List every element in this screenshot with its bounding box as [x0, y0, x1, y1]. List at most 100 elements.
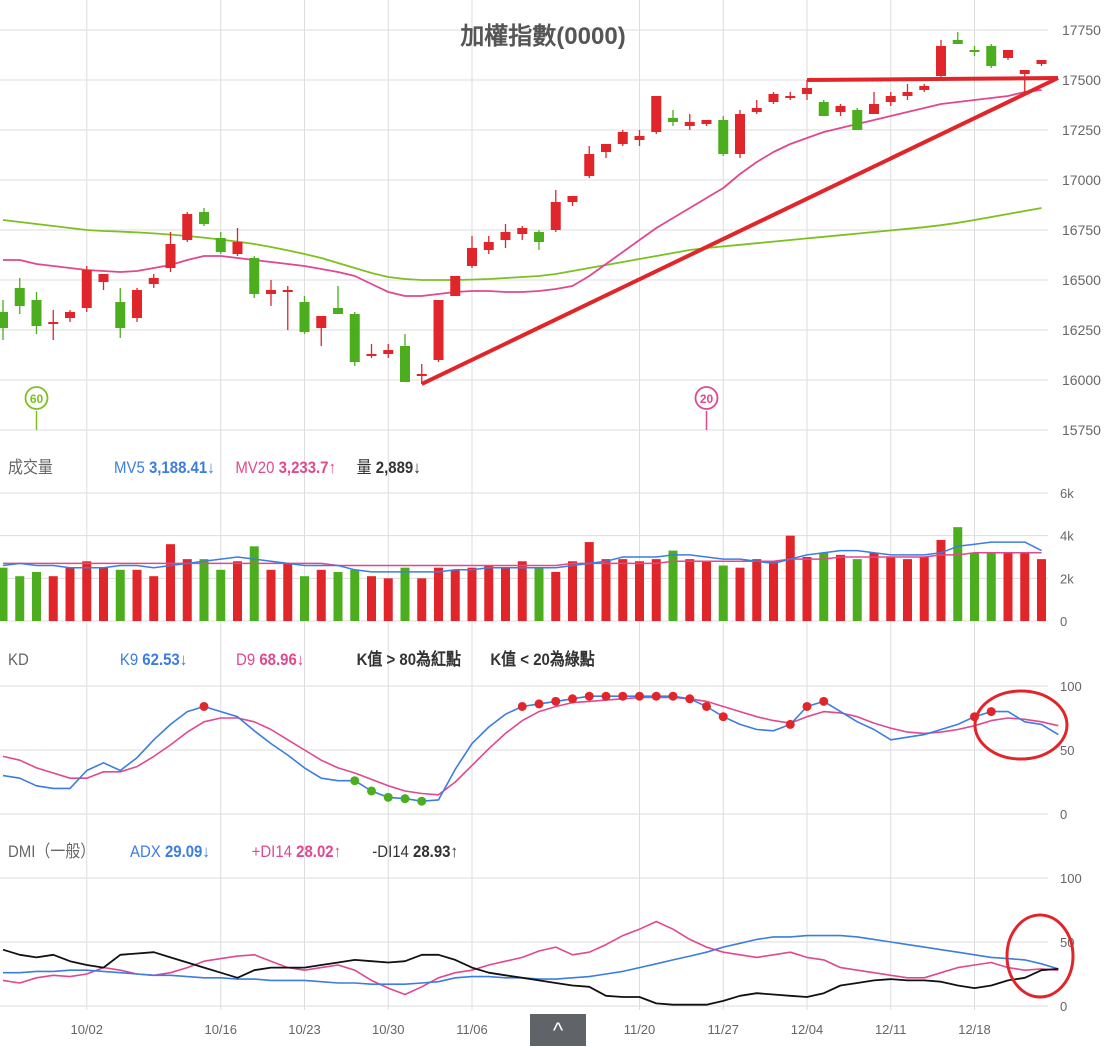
- price-tick-label: 15750: [1062, 422, 1101, 438]
- candle-body: [249, 258, 260, 294]
- volume-bar: [316, 569, 326, 621]
- candle-body: [818, 102, 829, 116]
- k-overbought-dot: [534, 699, 544, 709]
- volume-bar: [0, 567, 8, 621]
- candle-body: [115, 302, 126, 328]
- volume-bar: [685, 559, 695, 621]
- volume-arrow: ↓: [413, 458, 421, 477]
- x-tick-label: 10/30: [372, 1022, 405, 1037]
- pdi14-line: [2, 920, 1059, 996]
- x-tick-label: 12/18: [958, 1022, 991, 1037]
- price-tick-label: 16250: [1062, 322, 1101, 338]
- volume-bar: [249, 546, 259, 621]
- volume-bar: [484, 565, 494, 621]
- scroll-up-button[interactable]: ^: [530, 1014, 586, 1046]
- candle-body: [416, 374, 427, 376]
- volume-bar: [65, 567, 75, 621]
- volume-bar: [836, 554, 845, 621]
- price-tick-label: 17500: [1062, 72, 1101, 88]
- candle-body: [366, 354, 377, 356]
- candle-body: [232, 242, 243, 254]
- price-tick-label: 17250: [1062, 122, 1101, 138]
- ma-marker-label: 20: [700, 392, 714, 406]
- candle-body: [165, 244, 176, 268]
- volume-bar: [869, 552, 879, 621]
- volume-tick-label: 2k: [1060, 571, 1074, 586]
- kd-note-green: K值 < 20為綠點: [490, 650, 595, 669]
- volume-bar: [434, 567, 443, 621]
- k-overbought-dot: [584, 691, 594, 701]
- mv20-label: MV20: [235, 458, 275, 477]
- d9-arrow: ↓: [296, 650, 305, 669]
- k-overbought-dot: [685, 694, 695, 704]
- candle-body: [869, 104, 879, 114]
- mv5-label: MV5: [114, 458, 145, 477]
- k-oversold-dot: [383, 792, 393, 802]
- pdi-label: +DI14: [251, 842, 292, 861]
- volume-bar: [635, 561, 644, 621]
- candle-body: [182, 214, 193, 240]
- volume-bar: [702, 561, 711, 621]
- k-overbought-dot: [785, 719, 795, 729]
- volume-tick-label: 4k: [1060, 529, 1074, 544]
- volume-bar: [233, 561, 242, 621]
- candle-body: [634, 136, 645, 140]
- pdi-arrow: ↑: [333, 842, 342, 861]
- volume-bar: [551, 571, 561, 621]
- kd-highlight-circle: [973, 689, 1069, 761]
- mdi-label: -DI14: [372, 842, 409, 861]
- candle-body: [450, 276, 461, 296]
- x-tick-label: 10/16: [204, 1022, 237, 1037]
- volume-bar: [752, 559, 762, 621]
- volume-bar: [15, 576, 25, 621]
- volume-bar: [852, 559, 862, 621]
- volume-bar: [618, 559, 628, 621]
- volume-value: 2,889: [375, 458, 414, 477]
- candle-body: [701, 120, 712, 124]
- volume-bar: [82, 561, 92, 621]
- pdi-value: 28.02: [296, 842, 334, 861]
- volume-bar: [99, 567, 108, 621]
- volume-bar: [467, 567, 477, 621]
- price-tick-label: 16750: [1062, 222, 1101, 238]
- volume-bar: [785, 535, 795, 621]
- candle-body: [467, 248, 477, 266]
- kd-tick-label: 50: [1060, 743, 1074, 758]
- volume-bar: [903, 559, 912, 621]
- candle-body: [383, 350, 394, 354]
- candle-body: [282, 290, 293, 292]
- mv20-value: 3,233.7: [278, 458, 329, 477]
- candle-body: [31, 300, 42, 326]
- moving-average-long-line: [2, 207, 1042, 281]
- volume-bar: [1037, 559, 1046, 621]
- volume-mv5-line: [2, 541, 1042, 573]
- candle-body: [768, 94, 779, 102]
- k9-label: K9: [119, 650, 139, 669]
- volume-bar: [919, 557, 929, 621]
- volume-bar: [283, 563, 293, 621]
- k-overbought-dot: [802, 701, 812, 711]
- d9-line: [2, 696, 1059, 796]
- volume-bar: [601, 559, 611, 621]
- k-overbought-dot: [718, 712, 728, 722]
- volume-bar: [584, 542, 594, 621]
- dmi-tick-label: 100: [1060, 871, 1082, 886]
- candle-body: [668, 118, 678, 122]
- candle-body: [483, 242, 494, 250]
- volume-bar: [970, 552, 979, 621]
- k-oversold-dot: [400, 794, 410, 804]
- k9-value: 62.53: [142, 650, 180, 669]
- k9-line: [2, 695, 1059, 803]
- candle-body: [316, 316, 327, 328]
- volume-mv20-line: [3, 551, 1042, 567]
- price-tick-label: 17000: [1062, 172, 1101, 188]
- k-overbought-dot: [635, 691, 644, 701]
- volume-bar: [568, 561, 577, 621]
- k-overbought-dot: [702, 701, 711, 711]
- volume-bar: [668, 550, 678, 621]
- volume-bar: [48, 576, 58, 621]
- candle-body: [735, 114, 745, 154]
- k9-arrow: ↓: [179, 650, 188, 669]
- candle-body: [617, 132, 628, 144]
